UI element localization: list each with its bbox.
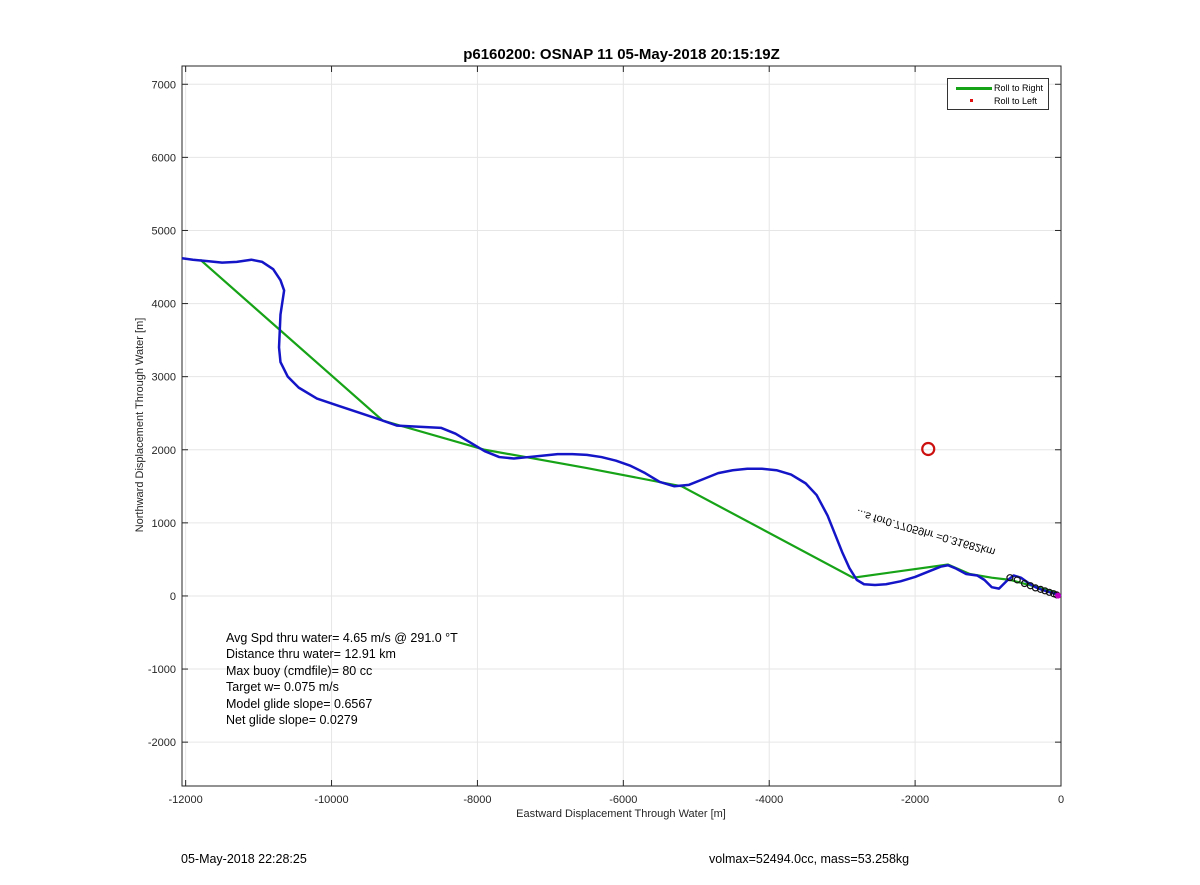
stat-distance: Distance thru water= 12.91 km (226, 647, 396, 662)
chart-marks (921, 441, 1062, 599)
chart-series (181, 257, 1062, 598)
track-marker (1041, 587, 1049, 595)
series-track (181, 257, 1062, 598)
stat-avg-speed: Avg Spd thru water= 4.65 m/s @ 291.0 °T (226, 631, 458, 645)
x-tick-label: -8000 (463, 794, 491, 806)
track-marker (1013, 576, 1021, 584)
x-tick-label: -10000 (314, 794, 348, 806)
footer-volmax-mass: volmax=52494.0cc, mass=53.258kg (709, 852, 910, 866)
x-tick-label: 0 (1058, 794, 1064, 806)
x-axis-label: Eastward Displacement Through Water [m] (516, 808, 726, 820)
legend-item-roll-right: Roll to Right (948, 81, 1048, 94)
stat-target-w: Target w= 0.075 m/s (226, 680, 339, 695)
target-marker (921, 441, 936, 457)
legend-line-swatch (956, 87, 992, 90)
legend-dot-swatch (970, 99, 973, 102)
y-axis-label: Northward Displacement Through Water [m] (134, 317, 146, 533)
stat-max-buoy: Max buoy (cmdfile)= 80 cc (226, 663, 373, 678)
legend-item-roll-left: Roll to Left (948, 94, 1048, 107)
y-tick-label: 2000 (152, 445, 176, 457)
end-marker (1055, 592, 1062, 599)
y-tick-label: 3000 (152, 372, 176, 384)
stat-net-glide: Net glide slope= 0.0279 (226, 713, 358, 728)
y-tick-label: 6000 (152, 152, 176, 164)
x-tick-label: -12000 (169, 794, 203, 806)
y-tick-label: 5000 (152, 225, 176, 237)
legend-label: Roll to Right (994, 83, 1044, 93)
chart-grid (182, 66, 1062, 786)
track-marker (1036, 585, 1045, 593)
chart-legend: Roll to Right Roll to Left (947, 78, 1049, 110)
track-marker (1006, 574, 1014, 582)
x-tick-label: -2000 (901, 794, 929, 806)
y-tick-label: 0 (170, 591, 176, 603)
y-tick-label: 4000 (152, 299, 176, 311)
series-roll-right (199, 258, 1062, 597)
legend-label: Roll to Left (994, 96, 1038, 106)
footer-timestamp: 05-May-2018 22:28:25 (181, 852, 307, 866)
y-tick-label: -2000 (148, 737, 176, 749)
x-tick-label: -4000 (755, 794, 783, 806)
chart-axes: -12000 -10000 -8000 -6000 -4000 -2000 0-2000-1… (148, 65, 1064, 806)
track-marker (1045, 588, 1053, 596)
axes-frame (181, 65, 1062, 787)
stats-block: Avg Spd thru water= 4.65 m/s @ 291.0 °T … (226, 630, 458, 728)
chart-title: p6160200: OSNAP 11 05-May-2018 20:15:19Z (463, 46, 780, 63)
x-tick-label: -6000 (609, 794, 637, 806)
y-tick-label: 7000 (152, 79, 176, 91)
y-tick-label: 1000 (152, 518, 176, 530)
stat-model-glide: Model glide slope= 0.6567 (226, 696, 373, 711)
y-tick-label: -1000 (148, 664, 176, 676)
